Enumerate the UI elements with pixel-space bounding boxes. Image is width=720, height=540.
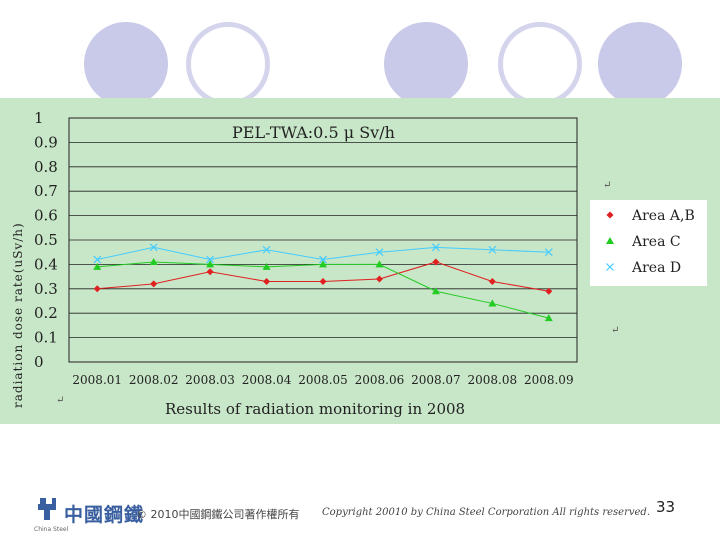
- x-tick-label: 2008.09: [524, 373, 574, 387]
- data-point-series-1: [545, 287, 553, 295]
- x-tick-label: 2008.07: [411, 373, 461, 387]
- data-point-series-1: [206, 268, 214, 276]
- legend-marker-3: [606, 263, 614, 271]
- legend-marker-2: [606, 237, 614, 244]
- x-tick-label: 2008.06: [355, 373, 405, 387]
- x-tick-labels: 2008.01 2008.02 2008.03 2008.04 2008.05 2008.…: [72, 373, 573, 387]
- page-number: 33: [656, 498, 676, 516]
- x-tick-label: 2008.02: [129, 373, 179, 387]
- series-lines: [93, 243, 553, 322]
- chart-subtitle: Results of radiation monitoring in 2008: [165, 400, 465, 418]
- data-point-series-2: [149, 257, 158, 265]
- data-point-series-1: [432, 258, 440, 266]
- y-tick-label: 0: [34, 353, 44, 371]
- x-tick-label: 2008.03: [185, 373, 235, 387]
- data-point-series-3: [431, 243, 440, 252]
- y-tick-label: 0.2: [34, 304, 58, 322]
- y-tick-label: 0.1: [34, 329, 58, 347]
- return-mark-2: ↵: [611, 325, 619, 336]
- data-point-series-3: [262, 245, 271, 254]
- data-point-series-3: [544, 248, 553, 257]
- x-tick-label: 2008.04: [242, 373, 292, 387]
- legend-marker-1: [606, 211, 614, 219]
- data-point-series-1: [263, 277, 271, 285]
- data-point-series-1: [375, 275, 383, 283]
- y-tick-label: 0.9: [34, 133, 58, 151]
- y-tick-label: 0.6: [34, 207, 58, 225]
- copyright-english: Copyright 20010 by China Steel Corporati…: [322, 507, 651, 518]
- x-tick-label: 2008.05: [298, 373, 348, 387]
- data-point-series-2: [431, 287, 440, 295]
- legend: Area A,B Area C Area D: [606, 208, 695, 276]
- data-point-series-2: [375, 260, 384, 268]
- chart-title: PEL-TWA:0.5 μ Sv/h: [232, 123, 395, 142]
- legend-label-2: Area C: [631, 234, 681, 250]
- header-circle-3: [384, 22, 468, 106]
- data-point-series-2: [488, 299, 497, 307]
- y-tick-label: 0.8: [34, 158, 58, 176]
- y-tick-label: 0.4: [34, 255, 58, 273]
- copyright-chinese: © 2010中國鋼鐵公司著作權所有: [136, 508, 300, 521]
- return-mark-3: ↵: [56, 395, 64, 406]
- china-steel-logo-icon: [38, 498, 56, 520]
- header-circle-1: [84, 22, 168, 106]
- data-point-series-1: [488, 277, 496, 285]
- data-point-series-3: [93, 255, 102, 264]
- data-point-series-3: [206, 255, 215, 264]
- data-point-series-2: [206, 260, 215, 268]
- data-point-series-2: [262, 262, 271, 270]
- data-point-series-3: [375, 248, 384, 257]
- data-point-series-1: [93, 285, 101, 293]
- data-point-series-3: [319, 255, 327, 264]
- chart-panel: 0 0.1 0.2 0.3 0.4 0.5 0.6 0.7 0.8 0.9 1 2008.01 200…: [0, 98, 720, 424]
- company-logo-text: 中國鋼鐵: [64, 504, 145, 526]
- y-tick-label: 0.5: [34, 231, 58, 249]
- header-circle-4: [498, 22, 582, 106]
- x-tick-label: 2008.01: [72, 373, 122, 387]
- y-tick-label: 0.3: [34, 280, 58, 298]
- data-point-series-3: [149, 243, 158, 252]
- data-point-series-3: [488, 245, 497, 254]
- legend-label-1: Area A,B: [631, 208, 695, 224]
- y-tick-label: 0.7: [34, 182, 58, 200]
- radiation-chart: 00.10.20.30.40.50.60.70.80.91 2008.01 200…: [11, 109, 707, 418]
- data-point-series-1: [319, 277, 327, 285]
- y-tick-labels: 0 0.1 0.2 0.3 0.4 0.5 0.6 0.7 0.8 0.9 1: [34, 109, 58, 371]
- company-logo-subtext: China Steel: [34, 526, 69, 533]
- header-circle-2: [186, 22, 270, 106]
- x-tick-label: 2008.08: [468, 373, 518, 387]
- return-mark-1: ↵: [603, 180, 611, 191]
- data-point-series-1: [150, 280, 158, 288]
- legend-label-3: Area D: [631, 260, 681, 276]
- grid-lines: [69, 142, 577, 339]
- data-point-series-2: [544, 314, 553, 322]
- data-point-series-2: [93, 262, 102, 270]
- header-circle-5: [598, 22, 682, 106]
- y-tick-label: 1: [34, 109, 44, 127]
- data-point-series-2: [319, 260, 327, 268]
- y-axis-label: radiation dose rate(uSv/h): [11, 222, 25, 408]
